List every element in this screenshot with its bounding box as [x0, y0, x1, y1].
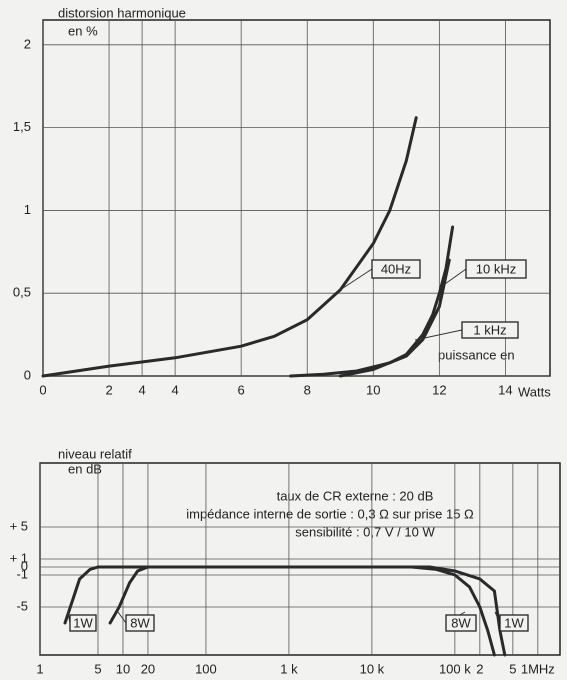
leader-line — [414, 329, 463, 341]
x-tick-label: 1 — [36, 661, 43, 676]
y-tick-label: 0 — [24, 367, 31, 382]
x-tick-label: 2 — [476, 661, 483, 676]
x-tick-label: 4 — [172, 382, 179, 397]
x-tick-label: 5 — [509, 661, 516, 676]
x-tick-label: 5 — [94, 661, 101, 676]
x-tick-label: 1 k — [280, 661, 298, 676]
annotation: puissance en — [438, 347, 515, 362]
legend-box — [371, 259, 421, 279]
x-tick-label: 12 — [432, 382, 446, 397]
y-tick-label: -5 — [16, 598, 28, 613]
leader-line — [339, 268, 373, 291]
data-line — [289, 225, 455, 378]
x-tick-label: 10 k — [360, 661, 385, 676]
legend-label: 8W — [130, 615, 150, 630]
y-tick-label: + 1 — [10, 550, 28, 565]
y-axis-label: en dB — [68, 461, 102, 476]
legend-box — [69, 614, 97, 632]
x-tick-label: 100 k — [439, 661, 471, 676]
legend-box — [125, 614, 155, 632]
y-axis-label: en % — [68, 23, 98, 38]
leader-line — [117, 611, 127, 624]
legend-label: 1 kHz — [473, 322, 506, 337]
legend-box — [461, 321, 519, 339]
legend-label: 8W — [451, 615, 471, 630]
leader-line — [494, 611, 501, 624]
x-tick-label: 4 — [138, 382, 145, 397]
x-axis-label: Watts — [518, 384, 551, 399]
data-line — [108, 565, 496, 657]
y-tick-label: 2 — [24, 36, 31, 51]
y-tick-label: 1,5 — [13, 119, 31, 134]
data-line — [338, 258, 451, 378]
chart-title: distorsion harmonique — [58, 5, 186, 20]
y-tick-label: 0 — [21, 558, 28, 573]
legend-label: 1W — [73, 615, 93, 630]
legend-box — [465, 259, 527, 279]
leader-line — [444, 268, 467, 285]
annotation: impédance interne de sortie : 0,3 Ω sur … — [186, 506, 474, 521]
x-tick-label: 8 — [304, 382, 311, 397]
legend-label: 10 kHz — [476, 261, 516, 276]
annotation: taux de CR externe : 20 dB — [277, 488, 434, 503]
legend-label: 40Hz — [381, 261, 411, 276]
x-tick-label: 10 — [366, 382, 380, 397]
y-tick-label: -1 — [16, 566, 28, 581]
x-tick-label: 2 — [105, 382, 112, 397]
x-tick-label: 14 — [498, 382, 512, 397]
x-tick-label: 10 — [116, 661, 130, 676]
x-tick-label: 100 — [195, 661, 217, 676]
legend-box — [445, 614, 477, 632]
annotation: sensibilité : 0,7 V / 10 W — [295, 524, 435, 539]
legend-box — [499, 614, 529, 632]
x-tick-label: 20 — [141, 661, 155, 676]
data-line — [41, 116, 418, 378]
y-tick-label: + 5 — [10, 518, 28, 533]
x-tick-label: 6 — [238, 382, 245, 397]
x-tick-label: 1MHz — [521, 661, 555, 676]
y-tick-label: 1 — [24, 202, 31, 217]
legend-label: 1W — [504, 615, 524, 630]
chart-title: niveau relatif — [58, 446, 132, 461]
y-tick-label: 0,5 — [13, 285, 31, 300]
x-tick-label: 0 — [39, 382, 46, 397]
